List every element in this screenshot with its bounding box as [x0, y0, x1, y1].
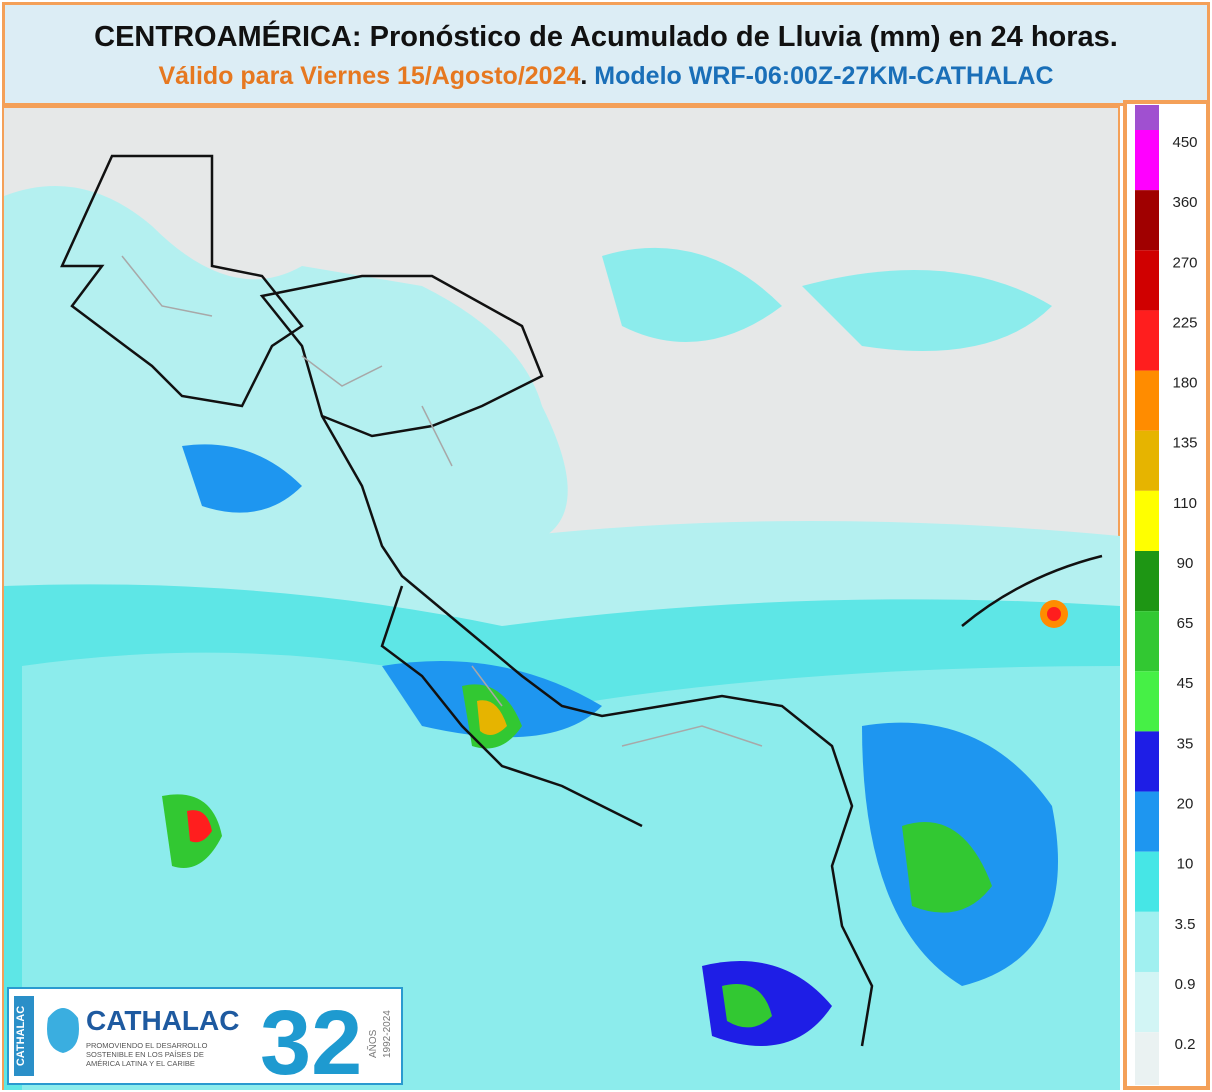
legend-label: 0.9: [1175, 976, 1196, 993]
legend-label: 3.5: [1175, 916, 1196, 933]
legend-label: 90: [1177, 555, 1194, 572]
legend-swatch: [1135, 851, 1159, 912]
map: CATHALAC CATHALAC PROMOVIENDO EL DESARRO…: [2, 106, 1120, 1090]
legend-swatch: [1135, 130, 1159, 191]
logo-years-range: 1992-2024: [382, 1010, 393, 1058]
separator: .: [580, 62, 588, 90]
logo-name: CATHALAC: [86, 1005, 239, 1036]
logo-years: 32: [260, 992, 362, 1090]
legend-swatch: [1135, 971, 1159, 1033]
legend-swatch: [1135, 490, 1159, 551]
model: Modelo WRF-06:00Z-27KM-CATHALAC: [594, 62, 1054, 90]
logo-side-name: CATHALAC: [15, 1006, 27, 1066]
title: CENTROAMÉRICA: Pronóstico de Acumulado d…: [94, 21, 1118, 53]
legend-label: 110: [1173, 495, 1197, 512]
legend-label: 360: [1172, 194, 1197, 211]
province-borders: [121, 255, 763, 747]
legend-label: 180: [1172, 375, 1197, 392]
legend-swatch: [1135, 310, 1159, 371]
legend-label: 270: [1172, 254, 1197, 271]
legend-swatch: [1135, 671, 1159, 732]
legend-label: 0.2: [1175, 1036, 1196, 1053]
country-borders: [60, 154, 1103, 1047]
legend-label: 450: [1172, 134, 1197, 151]
header: CENTROAMÉRICA: Pronóstico de Acumulado d…: [2, 2, 1210, 106]
logo-tagline: SOSTENIBLE EN LOS PAÍSES DE: [86, 1050, 204, 1059]
legend-swatch: [1135, 791, 1159, 852]
legend-label: 65: [1177, 615, 1194, 632]
logo-tagline: AMÉRICA LATINA Y EL CARIBE: [86, 1059, 195, 1068]
legend-label: 20: [1177, 796, 1194, 813]
rain-field: [4, 186, 1120, 1090]
legend-label: 135: [1172, 435, 1197, 452]
legend-swatch: [1135, 430, 1159, 491]
legend-swatch: [1135, 250, 1159, 311]
legend-label: 45: [1177, 675, 1194, 692]
legend-swatch: [1135, 550, 1159, 612]
legend-label: 35: [1177, 735, 1194, 752]
legend-swatch: [1135, 370, 1159, 431]
logo: CATHALAC CATHALAC PROMOVIENDO EL DESARRO…: [7, 987, 403, 1090]
logo-years-caption: AÑOS: [366, 1029, 379, 1058]
legend-swatch: [1135, 731, 1159, 792]
legend-swatch: [1135, 1032, 1159, 1085]
legend: 450 360 270 225 180 135 110 90 65 45 35 20 10 3.5 0.9 0…: [1123, 100, 1210, 1090]
legend-label: 10: [1177, 856, 1194, 873]
subtitle: Válido para Viernes 15/Agosto/2024. Mode…: [5, 62, 1207, 91]
legend-swatch: [1135, 190, 1159, 251]
valid-date: Válido para Viernes 15/Agosto/2024: [158, 62, 581, 90]
legend-swatch: [1135, 611, 1159, 672]
legend-label: 225: [1172, 314, 1197, 331]
logo-tagline: PROMOVIENDO EL DESARROLLO: [86, 1041, 208, 1050]
legend-swatch: [1135, 911, 1159, 972]
legend-swatch: [1135, 105, 1159, 130]
